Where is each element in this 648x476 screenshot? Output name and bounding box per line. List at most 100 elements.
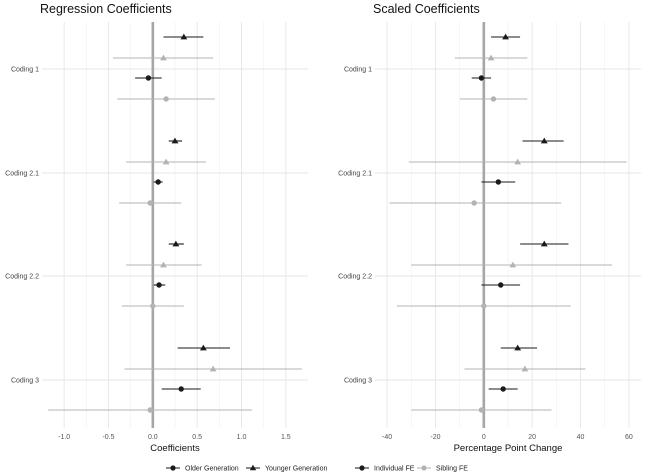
point-estimate-triangle bbox=[540, 137, 548, 144]
x-axis-label: Percentage Point Change bbox=[454, 443, 563, 454]
point-estimate-circle bbox=[478, 407, 485, 413]
x-tick-label: -1.0 bbox=[58, 434, 70, 441]
x-tick-label: -0.5 bbox=[102, 434, 114, 441]
point-estimate-triangle bbox=[172, 240, 180, 247]
legend-label: Younger Generation bbox=[265, 466, 328, 473]
point-range-younger-individual-fe bbox=[168, 240, 184, 247]
point-estimate-circle bbox=[495, 179, 502, 185]
point-range-younger-individual-fe bbox=[500, 344, 538, 351]
point-range-older-sibling-fe bbox=[411, 407, 552, 413]
point-range-younger-individual-fe bbox=[163, 33, 204, 40]
y-category-label: Coding 2.1 bbox=[5, 171, 39, 178]
x-tick-label: 60 bbox=[625, 434, 633, 441]
point-estimate-circle bbox=[471, 200, 477, 206]
panel-title: Regression Coefficients bbox=[40, 2, 172, 16]
point-estimate-circle bbox=[147, 407, 153, 413]
point-range-younger-sibling-fe bbox=[411, 261, 612, 268]
point-range-older-individual-fe bbox=[488, 386, 518, 392]
y-category-label: Coding 1 bbox=[11, 67, 39, 74]
legend-label: Older Generation bbox=[185, 466, 239, 473]
point-estimate-circle bbox=[163, 96, 169, 102]
point-range-younger-individual-fe bbox=[168, 137, 183, 144]
legend-label: Individual FE bbox=[374, 466, 415, 473]
point-estimate-triangle bbox=[180, 33, 188, 40]
x-tick-label: 0.5 bbox=[192, 434, 202, 441]
point-estimate-triangle bbox=[162, 158, 170, 165]
point-estimate-circle bbox=[145, 75, 152, 81]
point-estimate-triangle bbox=[199, 344, 207, 351]
point-range-older-sibling-fe bbox=[389, 200, 562, 206]
point-estimate-circle bbox=[150, 303, 156, 309]
point-estimate-circle bbox=[481, 303, 487, 309]
point-range-older-individual-fe bbox=[481, 282, 521, 288]
point-estimate-circle bbox=[498, 282, 504, 288]
point-range-younger-sibling-fe bbox=[126, 261, 202, 268]
x-tick-label: 20 bbox=[528, 434, 536, 441]
point-estimate-triangle bbox=[209, 365, 217, 372]
legend-circle-icon bbox=[359, 465, 365, 471]
point-range-older-individual-fe bbox=[153, 179, 163, 185]
point-estimate-circle bbox=[155, 179, 161, 185]
point-range-older-individual-fe bbox=[481, 179, 516, 185]
point-estimate-triangle bbox=[509, 261, 517, 268]
point-range-younger-individual-fe bbox=[520, 240, 569, 247]
legend-circle-icon bbox=[170, 465, 176, 471]
legend-circle-icon bbox=[421, 465, 427, 471]
point-estimate-triangle bbox=[540, 240, 548, 247]
y-category-label: Coding 1 bbox=[344, 67, 372, 74]
legend-item-younger-generation: Younger Generation bbox=[246, 464, 328, 473]
legend-label: Sibling FE bbox=[436, 466, 468, 473]
point-range-older-sibling-fe bbox=[119, 200, 182, 206]
y-category-label: Coding 2.1 bbox=[338, 171, 372, 178]
point-estimate-triangle bbox=[160, 54, 167, 61]
legend-item-older-generation: Older Generation bbox=[166, 465, 239, 473]
x-tick-label: 1.5 bbox=[281, 434, 291, 441]
point-estimate-circle bbox=[178, 386, 184, 392]
point-estimate-triangle bbox=[514, 344, 522, 351]
point-range-younger-sibling-fe bbox=[408, 158, 627, 165]
point-range-younger-individual-fe bbox=[491, 33, 521, 40]
panel-title: Scaled Coefficients bbox=[373, 2, 480, 16]
point-range-younger-sibling-fe bbox=[454, 54, 528, 61]
legend: Older Generation Younger Generation Indi… bbox=[166, 464, 468, 473]
point-estimate-circle bbox=[147, 200, 153, 206]
x-tick-label: 0.0 bbox=[148, 434, 158, 441]
point-estimate-triangle bbox=[160, 261, 167, 268]
x-tick-label: 40 bbox=[577, 434, 585, 441]
point-range-older-sibling-fe bbox=[121, 303, 184, 309]
legend-item-individual-fe: Individual FE bbox=[355, 465, 415, 473]
point-range-older-individual-fe bbox=[471, 75, 492, 81]
point-estimate-triangle bbox=[514, 158, 522, 165]
point-estimate-circle bbox=[490, 96, 497, 102]
point-estimate-circle bbox=[500, 386, 506, 392]
point-range-older-individual-fe bbox=[153, 282, 166, 288]
y-category-label: Coding 2.2 bbox=[338, 274, 372, 281]
y-category-label: Coding 2.2 bbox=[5, 274, 39, 281]
point-estimate-circle bbox=[478, 75, 485, 81]
point-estimate-triangle bbox=[171, 137, 179, 144]
x-tick-label: -40 bbox=[382, 434, 392, 441]
point-range-younger-sibling-fe bbox=[464, 365, 586, 372]
point-range-older-sibling-fe bbox=[48, 407, 253, 413]
x-tick-label: 0 bbox=[482, 434, 486, 441]
point-estimate-triangle bbox=[521, 365, 529, 372]
panel-scaled-coefficients: Scaled Coefficients -40 -20 0 20 40 60 Coding… bbox=[338, 2, 641, 454]
point-range-older-individual-fe bbox=[161, 386, 201, 392]
point-range-older-sibling-fe bbox=[396, 303, 571, 309]
point-range-younger-individual-fe bbox=[522, 137, 564, 144]
point-range-younger-sibling-fe bbox=[112, 54, 214, 61]
y-category-label: Coding 3 bbox=[11, 378, 39, 385]
point-estimate-triangle bbox=[502, 33, 509, 40]
point-range-younger-sibling-fe bbox=[124, 365, 302, 372]
point-estimate-circle bbox=[156, 282, 162, 288]
point-range-older-individual-fe bbox=[135, 75, 162, 81]
y-category-label: Coding 3 bbox=[344, 378, 372, 385]
x-tick-label: -20 bbox=[430, 434, 440, 441]
legend-triangle-icon bbox=[249, 464, 257, 471]
legend-item-sibling-fe: Sibling FE bbox=[417, 465, 468, 473]
point-range-older-sibling-fe bbox=[117, 96, 215, 102]
panel-regression-coefficients: Regression Coefficients -1.0 -0.5 0.0 0.5 1.… bbox=[5, 2, 308, 454]
point-range-older-sibling-fe bbox=[459, 96, 528, 102]
point-range-younger-sibling-fe bbox=[126, 158, 207, 165]
